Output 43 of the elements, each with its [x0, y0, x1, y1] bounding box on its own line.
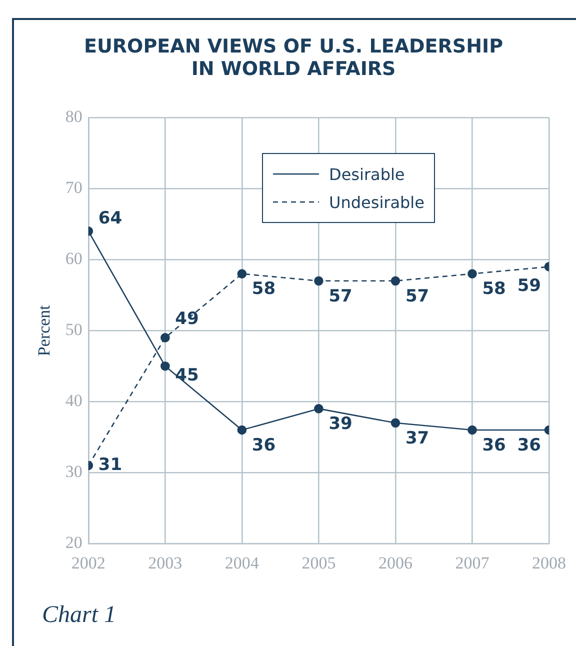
x-tick-label: 2006 — [378, 553, 412, 572]
y-axis-title: Percent — [34, 304, 54, 356]
data-label: 58 — [252, 279, 276, 300]
y-tick-label: 20 — [65, 533, 82, 552]
data-label: 36 — [482, 435, 506, 456]
data-label: 31 — [98, 454, 122, 475]
point — [314, 276, 324, 286]
caption: Chart 1 — [42, 602, 116, 629]
data-label: 37 — [405, 428, 430, 448]
x-tick-label: 2002 — [71, 553, 106, 572]
data-label: 36 — [517, 435, 541, 456]
y-tick-label: 60 — [65, 249, 82, 268]
data-label: 64 — [98, 208, 122, 229]
point — [390, 276, 400, 286]
data-label: 36 — [252, 435, 276, 456]
x-tick-label: 2008 — [532, 553, 566, 572]
point — [237, 269, 247, 278]
x-tick-label: 2003 — [148, 553, 182, 572]
y-tick-label: 50 — [65, 320, 82, 340]
chart-title: EUROPEAN VIEWS OF U.S. LEADERSHIP IN WORLD AFFAIRS — [84, 35, 504, 80]
point — [160, 333, 170, 342]
y-tick-label: 80 — [65, 107, 82, 126]
data-label: 39 — [328, 414, 352, 434]
y-tick-label: 30 — [65, 462, 82, 482]
data-label: 58 — [482, 279, 506, 300]
point — [468, 269, 477, 278]
x-tick-label: 2007 — [455, 553, 490, 572]
point — [468, 425, 477, 435]
data-label: 49 — [175, 309, 199, 330]
point — [160, 361, 170, 371]
data-label: 57 — [405, 286, 430, 306]
y-tick-label: 40 — [65, 391, 82, 410]
y-tick-label: 70 — [65, 178, 82, 198]
data-label: 57 — [328, 286, 352, 306]
data-label: 45 — [175, 366, 199, 386]
legend-label: Undesirable — [329, 192, 424, 212]
x-tick-label: 2005 — [302, 553, 336, 572]
data-label: 59 — [517, 276, 541, 296]
legend-label: Desirable — [329, 164, 405, 184]
point — [314, 404, 324, 414]
point — [237, 425, 247, 435]
x-tick-label: 2004 — [224, 553, 260, 572]
point — [390, 418, 400, 428]
